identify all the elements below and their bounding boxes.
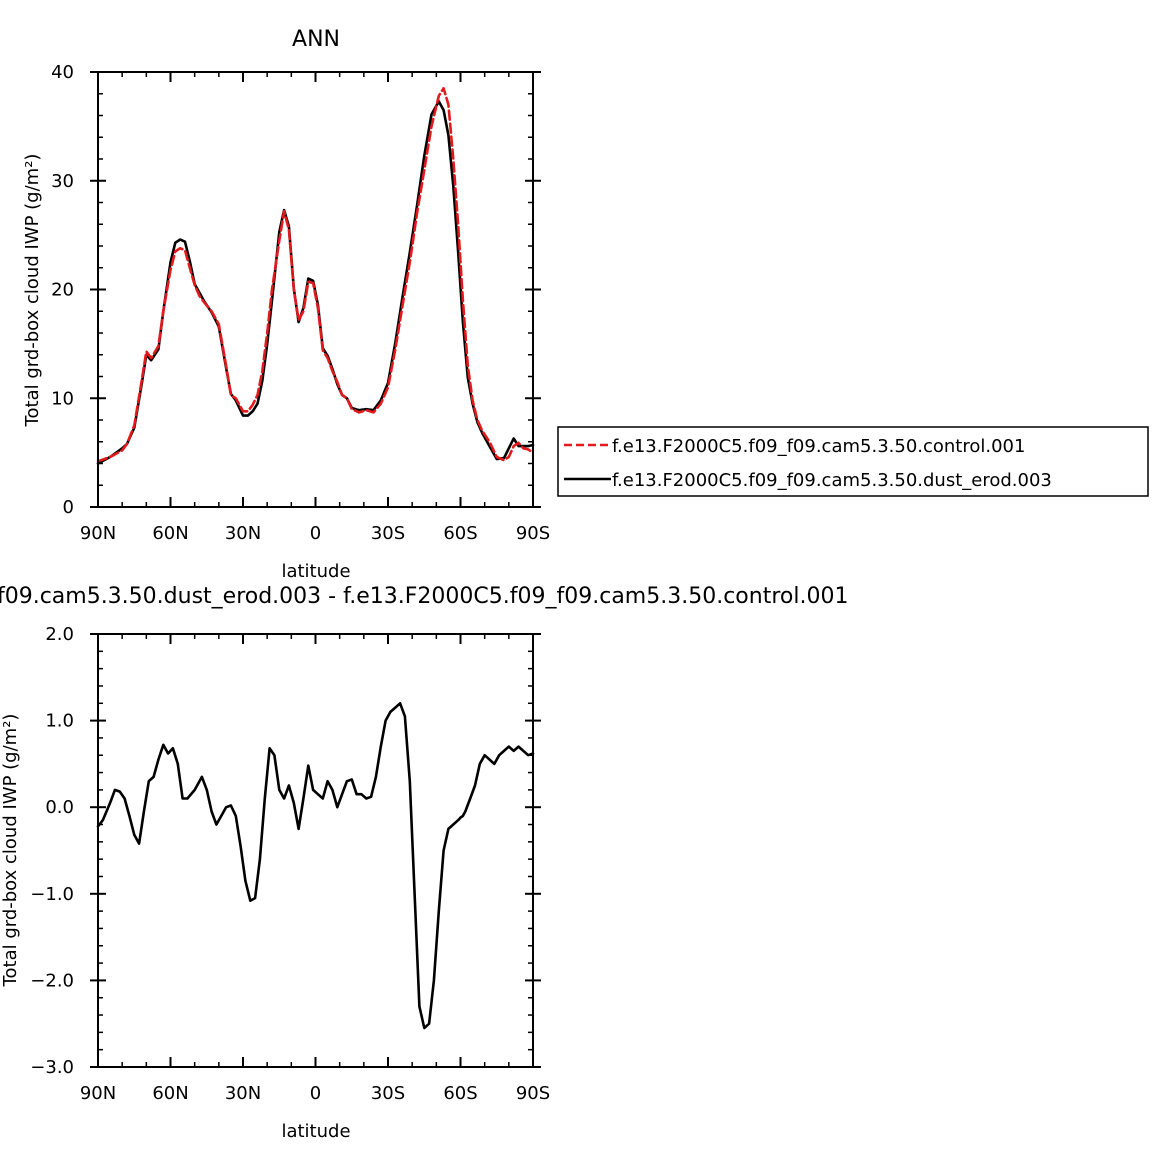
bottom-chart-frame	[97, 633, 534, 1068]
legend-label-control: f.e13.F2000C5.f09_f09.cam5.3.50.control.…	[612, 436, 1025, 457]
top-chart-ytick-label: 40	[51, 62, 74, 83]
top-chart-frame	[97, 71, 534, 508]
top-chart-tick-labels: 90N 60N 30N 0 30S 60S 90S 0 10 20 30 40	[51, 62, 550, 544]
top-chart-title: ANN	[292, 27, 340, 52]
bottom-chart-title: f.e13.F2000C5.f09_f09.cam5.3.50.dust_ero…	[0, 584, 848, 609]
bottom-chart-xtick-label: 90S	[516, 1083, 550, 1104]
bottom-chart-tick-labels: 90N 60N 30N 0 30S 60S 90S −3.0 −2.0 −1.0 0.0 1.0 2.0	[30, 624, 550, 1104]
bottom-chart-ytick-label: −1.0	[30, 884, 74, 905]
bottom-chart-ytick-label: −3.0	[30, 1057, 74, 1078]
top-chart-series-line-1	[96, 100, 535, 465]
legend-box	[557, 426, 1149, 497]
bottom-chart-series	[96, 701, 535, 1030]
top-chart-xtick-label: 60S	[443, 523, 477, 544]
top-chart-ytick-label: 0	[63, 497, 74, 518]
bottom-chart-xtick-label: 30S	[371, 1083, 405, 1104]
bottom-chart-xtick-label: 90N	[80, 1083, 116, 1104]
bottom-chart-ticks	[90, 633, 541, 1068]
top-chart: ANN 90N 60N 30N 0 30S 60S 90S 0 10 20 30 40 latitud…	[22, 27, 550, 582]
top-chart-xtick-label: 90S	[516, 523, 550, 544]
legend-label-dust: f.e13.F2000C5.f09_f09.cam5.3.50.dust_ero…	[612, 470, 1052, 491]
top-chart-xlabel: latitude	[281, 561, 350, 582]
top-chart-ylabel: Total grd-box cloud IWP (g/m²)	[22, 154, 43, 428]
top-chart-xtick-label: 30N	[225, 523, 261, 544]
top-chart-xtick-label: 90N	[80, 523, 116, 544]
top-chart-series-line-2	[96, 87, 535, 463]
bottom-chart-xlabel: latitude	[281, 1121, 350, 1142]
top-chart-xtick-label: 60N	[152, 523, 188, 544]
bottom-chart-xtick-label: 0	[310, 1083, 321, 1104]
legend: f.e13.F2000C5.f09_f09.cam5.3.50.control.…	[557, 426, 1149, 497]
top-chart-ytick-label: 30	[51, 171, 74, 192]
bottom-chart-ytick-label: 2.0	[45, 624, 74, 645]
bottom-chart-series-line-1	[96, 701, 535, 1030]
bottom-chart-xtick-label: 60N	[152, 1083, 188, 1104]
bottom-chart-ylabel: Total grd-box cloud IWP (g/m²)	[0, 714, 21, 988]
bottom-chart-xtick-label: 30N	[225, 1083, 261, 1104]
bottom-chart-ytick-label: −2.0	[30, 970, 74, 991]
top-chart-xtick-label: 0	[310, 523, 321, 544]
bottom-chart: f.e13.F2000C5.f09_f09.cam5.3.50.dust_ero…	[0, 584, 848, 1142]
bottom-chart-ytick-label: 1.0	[45, 711, 74, 732]
top-chart-ytick-label: 10	[51, 388, 74, 409]
top-chart-ytick-label: 20	[51, 280, 74, 301]
top-chart-xtick-label: 30S	[371, 523, 405, 544]
bottom-chart-xtick-label: 60S	[443, 1083, 477, 1104]
top-chart-series	[96, 87, 535, 465]
bottom-chart-ytick-label: 0.0	[45, 797, 74, 818]
